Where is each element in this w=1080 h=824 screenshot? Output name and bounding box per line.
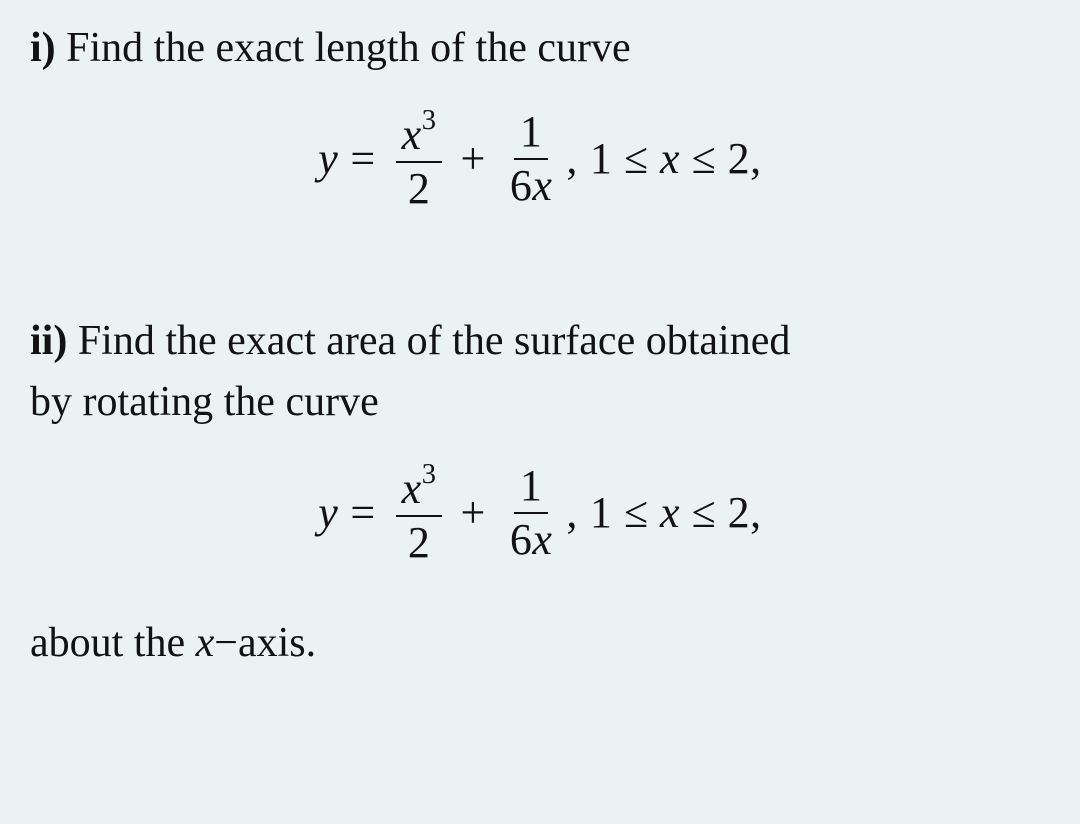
spacer-1: [30, 211, 1050, 311]
closing-b: x: [196, 620, 215, 666]
eq-ii-eqsign: =: [350, 487, 375, 538]
part-ii-label: ii): [30, 318, 67, 364]
eq-ii-frac2-den: 6x: [504, 514, 559, 562]
eq-ii-frac1-num-exp: 3: [422, 459, 437, 490]
part-ii-text2: by rotating the curve: [30, 379, 379, 425]
eq-ii-frac1: x3 2: [396, 461, 443, 565]
eq-ii-frac2: 1 6x: [504, 464, 559, 562]
eq-i-frac1-num: x3: [396, 107, 443, 163]
part-ii-prompt-line2: by rotating the curve: [30, 372, 1050, 433]
eq-i-comma: ,: [566, 133, 578, 184]
eq-i-plus: +: [460, 133, 485, 184]
part-ii-equation: y = x3 2 + 1 6x , 1 ≤ x ≤ 2,: [30, 461, 1050, 565]
spacer-2: [30, 565, 1050, 613]
part-i-label: i): [30, 25, 56, 71]
eq-ii-frac2-den-var: x: [532, 515, 552, 564]
part-ii-text1: Find the exact area of the surface obtai…: [78, 318, 791, 364]
eq-ii-frac2-num: 1: [514, 464, 549, 514]
eq-i-domain: 1 ≤ x ≤ 2,: [590, 133, 762, 184]
eq-ii-comma: ,: [566, 487, 578, 538]
part-i-prompt: i) Find the exact length of the curve: [30, 18, 1050, 79]
eq-i-frac1-num-exp: 3: [422, 105, 437, 136]
closing-a: about the: [30, 620, 196, 666]
eq-ii-domain: 1 ≤ x ≤ 2,: [590, 487, 762, 538]
eq-i-frac2-den-var: x: [532, 161, 552, 210]
closing-c: −axis.: [214, 620, 316, 666]
eq-i-frac2: 1 6x: [504, 110, 559, 208]
eq-i-frac1-den: 2: [402, 163, 437, 211]
part-i-text: Find the exact length of the curve: [66, 25, 630, 71]
eq-i-frac1-num-base: x: [402, 110, 422, 159]
eq-ii-frac2-den-coeff: 6: [510, 515, 533, 564]
part-i-equation: y = x3 2 + 1 6x , 1 ≤ x ≤ 2,: [30, 107, 1050, 211]
eq-i-frac2-den: 6x: [504, 160, 559, 208]
eq-ii-frac1-num-base: x: [402, 464, 422, 513]
eq-i-frac1: x3 2: [396, 107, 443, 211]
eq-i-lhs: y: [318, 133, 338, 184]
eq-ii-frac1-num: x3: [396, 461, 443, 517]
part-ii-prompt-line1: ii) Find the exact area of the surface o…: [30, 311, 1050, 372]
eq-i-eqsign: =: [350, 133, 375, 184]
eq-ii-plus: +: [460, 487, 485, 538]
eq-i-frac2-den-coeff: 6: [510, 161, 533, 210]
page-root: i) Find the exact length of the curve y …: [0, 0, 1080, 674]
part-ii-closing: about the x−axis.: [30, 613, 1050, 674]
eq-ii-lhs: y: [318, 487, 338, 538]
eq-i-frac2-num: 1: [514, 110, 549, 160]
eq-ii-frac1-den: 2: [402, 517, 437, 565]
